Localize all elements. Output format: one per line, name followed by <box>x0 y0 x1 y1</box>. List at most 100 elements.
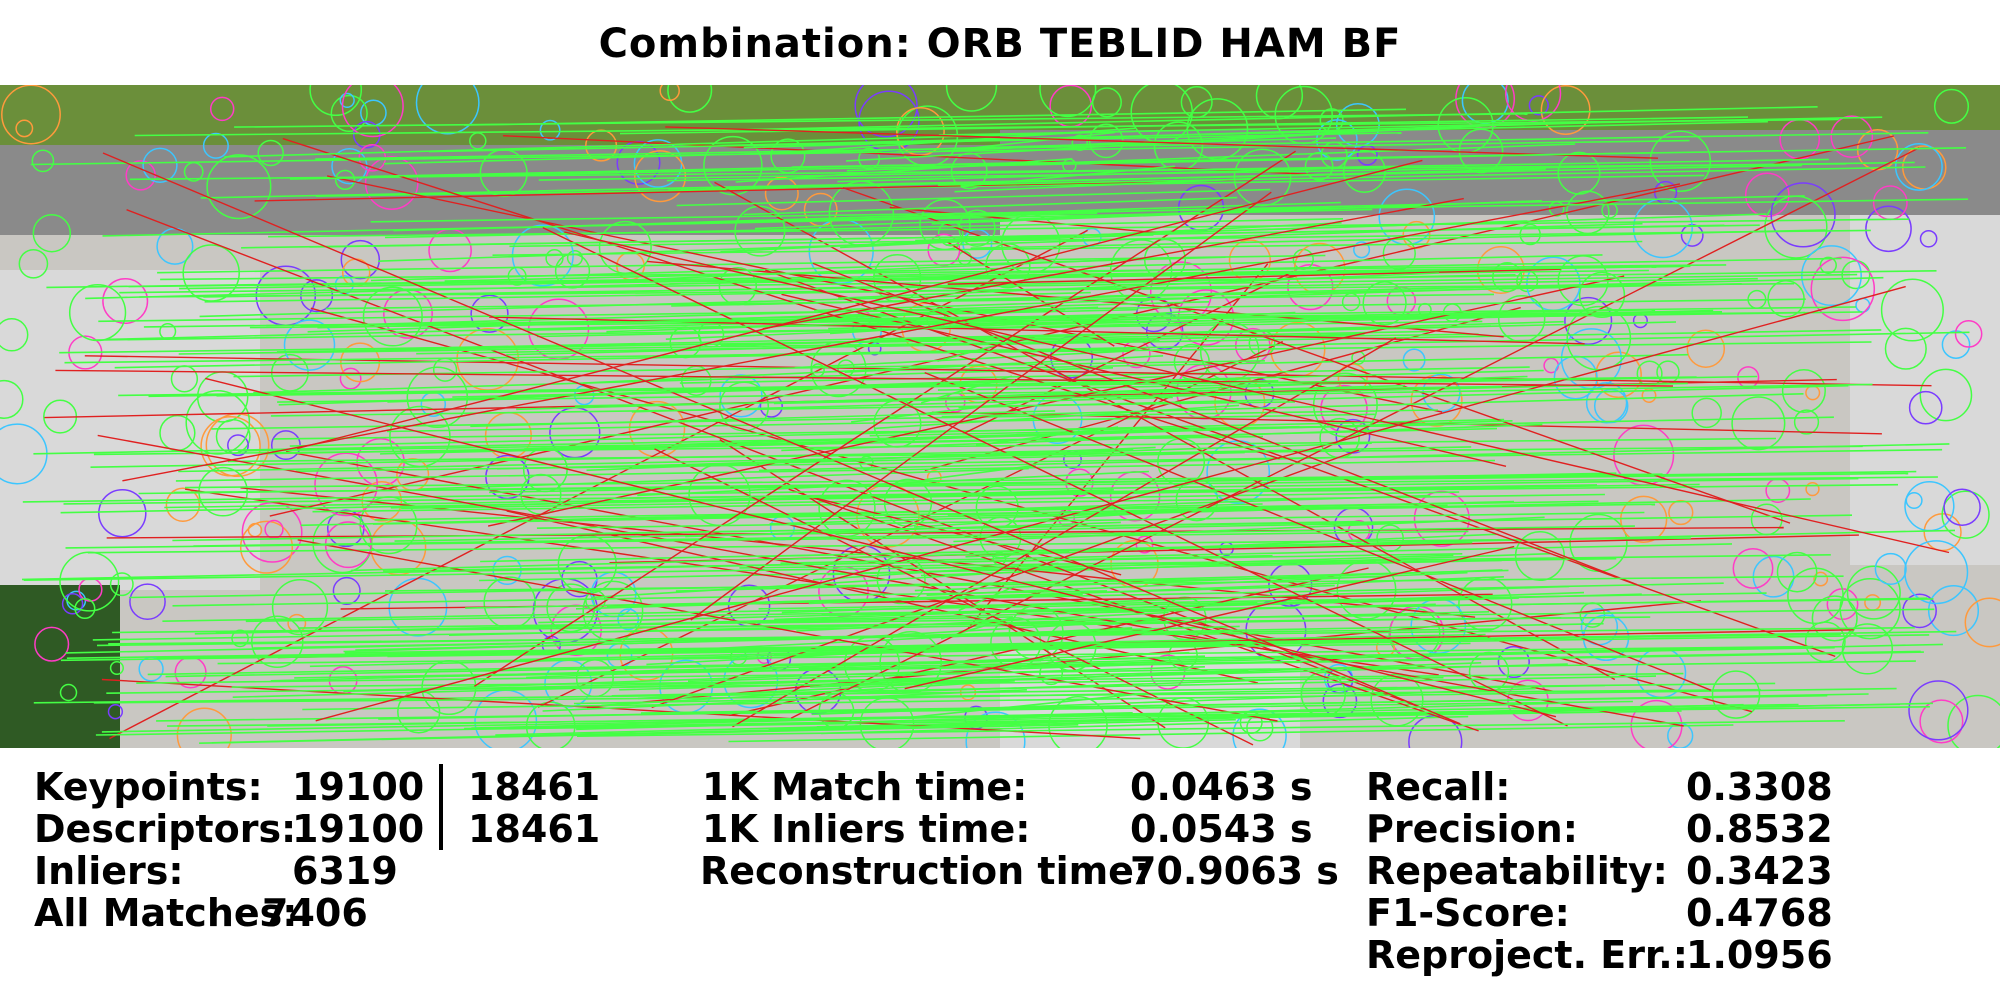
inlier-match-line <box>312 493 1605 513</box>
inlier-match-line <box>666 161 1915 182</box>
inlier-match-line <box>743 196 1238 216</box>
keypoint-circle <box>1540 85 1591 135</box>
keypoint-circle <box>129 583 166 621</box>
keypoint-circle <box>107 704 124 720</box>
keypoints-right-value: 18461 <box>468 765 601 809</box>
reconstruction-time-value: 70.9063 s <box>1130 849 1339 893</box>
keypoint-circle <box>1497 645 1530 679</box>
inliers-time-value: 0.0543 s <box>1130 807 1313 851</box>
descriptors-separator <box>439 806 443 850</box>
inlier-match-line <box>845 133 1326 162</box>
inlier-match-line <box>295 448 1943 472</box>
inlier-match-line <box>63 483 1899 505</box>
keypoint-circle <box>945 85 998 112</box>
inlier-match-line <box>172 590 1108 607</box>
inlier-match-line <box>526 651 1190 679</box>
keypoint-circle <box>470 294 509 333</box>
inlier-match-line <box>665 311 1296 340</box>
inlier-match-line <box>378 693 1869 720</box>
keypoint-circle <box>1793 409 1820 435</box>
recall-label: Recall: <box>1366 765 1511 809</box>
inlier-match-line <box>184 473 1663 489</box>
keypoint-circle <box>1919 368 1973 422</box>
inlier-match-line <box>95 710 1682 736</box>
inlier-match-line <box>93 688 1761 704</box>
inlier-match-line <box>175 459 1496 482</box>
inlier-match-line <box>136 660 1916 684</box>
keypoint-circle <box>1071 134 1089 152</box>
inlier-match-line <box>278 379 1016 406</box>
outlier-match-line <box>690 191 1272 621</box>
inlier-match-line <box>114 347 1139 369</box>
inlier-match-line <box>98 298 1806 323</box>
keypoint-circle <box>109 572 134 597</box>
outlier-match-line <box>102 152 1461 725</box>
keypoint-circle <box>703 135 763 196</box>
inlier-match-line <box>385 325 1491 350</box>
inlier-match-line <box>606 584 1335 608</box>
keypoint-circle <box>314 452 378 517</box>
inlier-match-line <box>480 541 1473 563</box>
inlier-match-line <box>926 571 1468 596</box>
keypoint-circle <box>176 707 232 748</box>
keypoint-circle <box>1595 351 1642 399</box>
inlier-match-line <box>873 257 1842 277</box>
inlier-match-line <box>685 521 1121 538</box>
inlier-match-line <box>203 273 1858 298</box>
keypoint-circle <box>1819 256 1837 274</box>
inliers-value: 6319 <box>292 849 398 893</box>
inlier-match-line <box>591 570 1022 599</box>
keypoint-circle <box>18 248 49 279</box>
keypoint-circle <box>1905 491 1923 510</box>
keypoint-circle <box>15 119 34 138</box>
keypoint-circle <box>98 488 147 538</box>
inlier-match-line <box>575 593 1083 610</box>
inlier-match-line <box>492 240 1643 256</box>
inlier-match-line <box>931 199 1542 225</box>
keypoint-circle <box>1732 547 1774 589</box>
inlier-match-line <box>576 702 1570 731</box>
keypoint-circle <box>1943 488 1981 526</box>
inliers-label: Inliers: <box>34 849 184 893</box>
keypoint-circle <box>0 318 29 352</box>
inlier-match-line <box>394 522 1391 542</box>
inlier-match-line <box>495 712 1387 736</box>
inlier-match-line <box>611 675 1657 697</box>
inlier-match-line <box>234 113 1528 128</box>
keypoint-circle <box>1039 85 1097 118</box>
inlier-match-line <box>224 129 1160 158</box>
keypoint-match-visualization <box>0 85 2000 748</box>
keypoint-circle <box>1880 278 1944 342</box>
keypoint-circle <box>334 169 356 191</box>
descriptors-label: Descriptors: <box>34 807 297 851</box>
match-lines <box>21 106 1970 746</box>
keypoint-circle <box>628 400 686 458</box>
keypoint-circle <box>339 92 355 109</box>
keypoint-circle <box>74 597 96 620</box>
inlier-match-line <box>954 177 1257 193</box>
keypoint-circle <box>1902 593 1937 629</box>
inlier-match-line <box>387 413 1375 433</box>
descriptors-right-value: 18461 <box>468 807 601 851</box>
inlier-match-line <box>178 340 1160 355</box>
inlier-match-line <box>156 700 1633 722</box>
keypoint-circle <box>1933 88 1970 124</box>
keypoint-circle <box>1964 597 2000 648</box>
keypoint-circle <box>1770 182 1836 248</box>
outlier-match-line <box>101 678 1141 740</box>
keypoint-circle <box>102 277 149 325</box>
keypoint-circle <box>1362 281 1407 326</box>
keypoint-circle <box>539 119 561 141</box>
all-matches-label: All Matches: <box>34 891 298 935</box>
keypoint-circle <box>332 576 361 605</box>
inlier-match-line <box>574 383 1873 407</box>
outlier-match-line <box>282 137 1280 460</box>
inlier-match-line <box>829 593 1642 617</box>
inlier-match-line <box>791 147 1967 168</box>
inlier-match-line <box>947 500 1515 516</box>
inlier-match-line <box>270 655 1206 682</box>
inlier-match-line <box>211 409 1438 430</box>
inlier-match-line <box>96 628 1495 647</box>
keypoints-left-value: 19100 <box>292 765 425 809</box>
inlier-match-line <box>204 277 1758 303</box>
